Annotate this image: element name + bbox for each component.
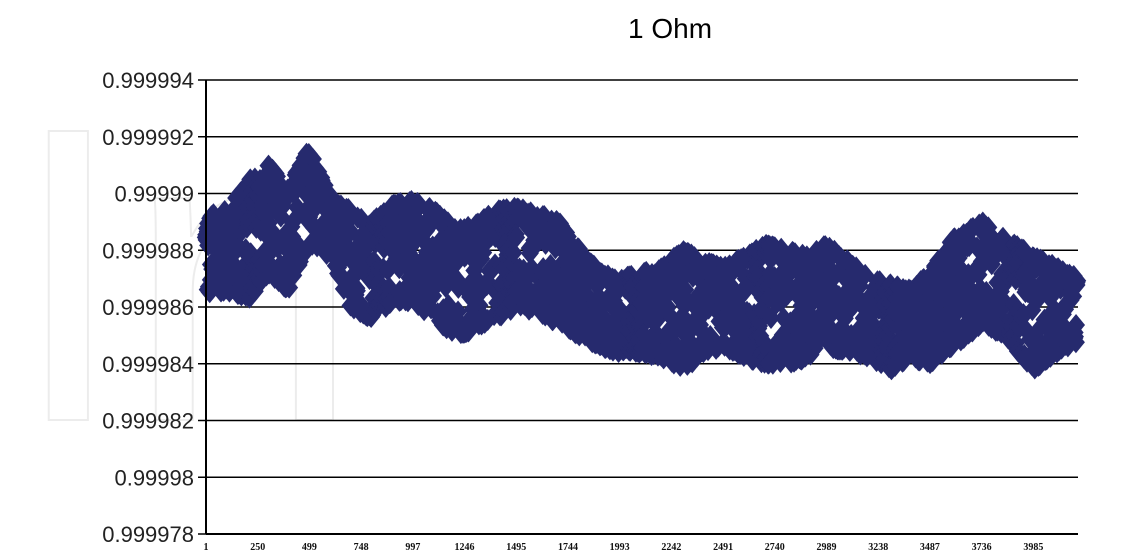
x-tick-label: 1993: [610, 542, 630, 553]
x-tick-label: 2491: [713, 542, 733, 553]
x-tick-label: 499: [302, 542, 317, 553]
x-tick-label: 3238: [868, 542, 888, 553]
y-tick-label: 0.999988: [102, 238, 194, 263]
data-point: [507, 226, 526, 249]
x-tick-label: 2242: [661, 542, 681, 553]
y-tick-label: 0.999984: [102, 352, 194, 377]
data-points: [196, 142, 1087, 381]
x-tick-label: 1: [204, 542, 209, 553]
data-point: [504, 241, 523, 264]
x-tick-label: 1495: [506, 542, 526, 553]
y-tick-label: 0.999994: [102, 68, 194, 93]
y-tick-label: 0.999978: [102, 522, 194, 547]
y-tick-label: 0.999982: [102, 409, 194, 434]
x-tick-label: 2989: [817, 542, 837, 553]
x-tick-label: 3487: [920, 542, 940, 553]
y-tick-label: 0.999986: [102, 295, 194, 320]
y-axis-tick-labels: 0.999994 0.999992 0.99999 0.999988 0.999986 0…: [102, 68, 194, 547]
x-tick-label: 997: [405, 542, 420, 553]
x-tick-label: 1246: [455, 542, 475, 553]
x-tick-label: 748: [354, 542, 369, 553]
x-tick-label: 3736: [972, 542, 992, 553]
x-tick-label: 250: [250, 542, 265, 553]
chart-title: 1 Ohm: [628, 13, 712, 44]
y-tick-label: 0.99998: [114, 465, 194, 490]
x-axis-tick-labels: 1 250 499 748 997 1246 1495 1744 1993 2242 2491 274…: [204, 542, 1044, 553]
data-point: [1067, 314, 1086, 337]
watermark-logo: In: [10, 41, 360, 510]
data-point: [1067, 271, 1086, 294]
y-tick-label: 0.999992: [102, 125, 194, 150]
y-tick-label: 0.99999: [114, 182, 194, 207]
x-tick-label: 1744: [558, 542, 578, 553]
x-tick-label: 2740: [765, 542, 785, 553]
data-point: [1066, 331, 1085, 354]
x-tick-label: 3985: [1023, 542, 1043, 553]
